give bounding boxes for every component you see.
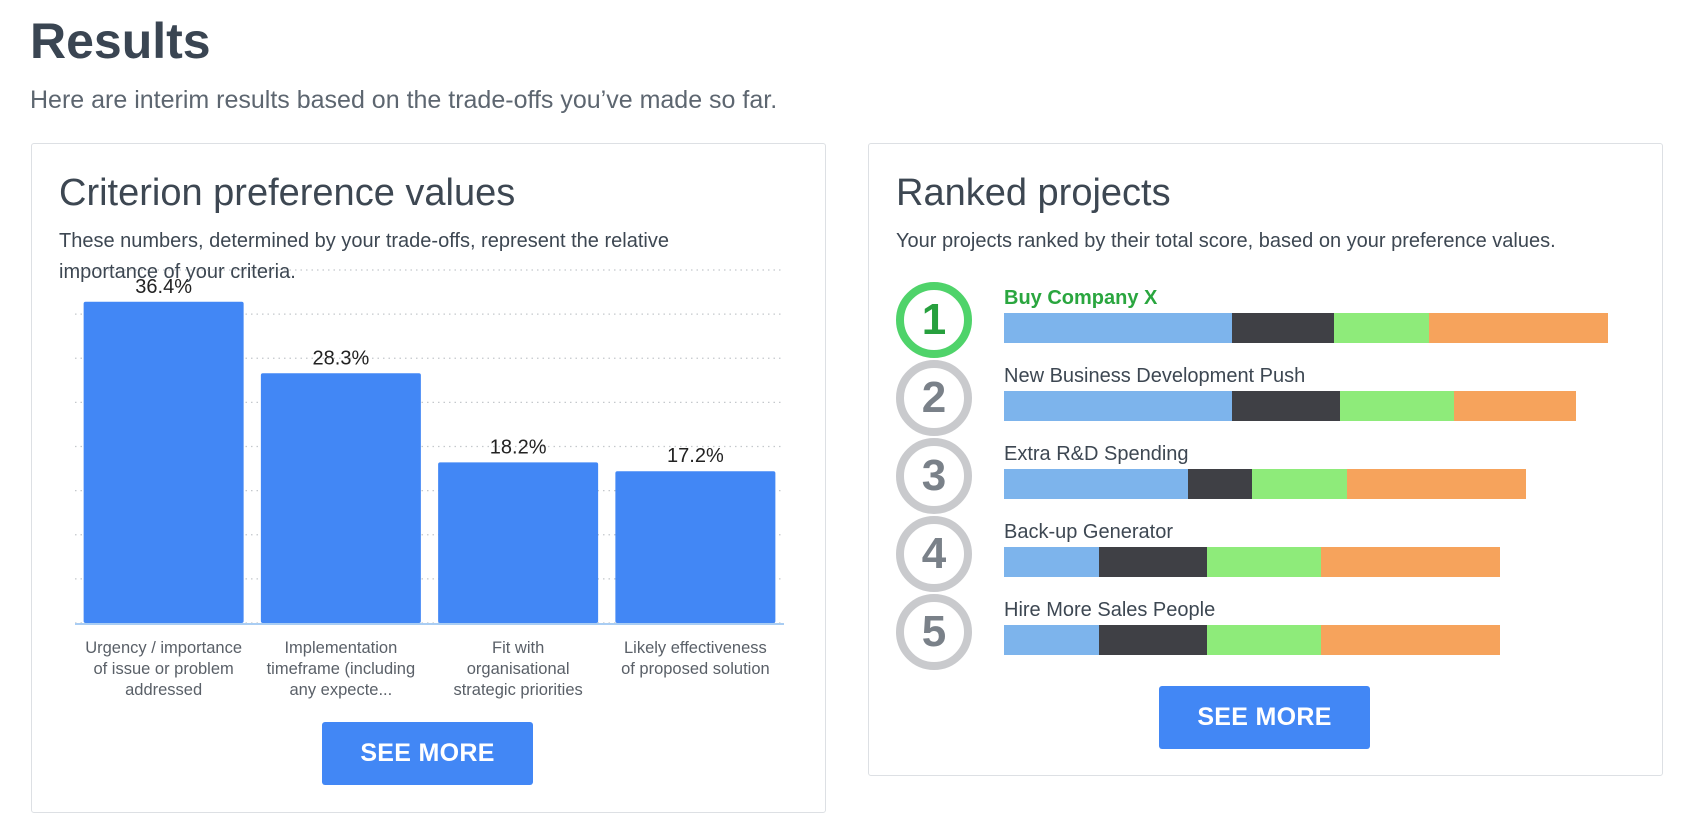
project-score-bar bbox=[1004, 313, 1608, 343]
rank-number: 2 bbox=[921, 373, 947, 422]
see-more-criteria-button[interactable]: SEE MORE bbox=[322, 722, 533, 785]
rank-badge: 4 bbox=[896, 516, 972, 592]
chart-category-label: addressed bbox=[125, 681, 202, 699]
score-segment bbox=[1340, 391, 1454, 421]
chart-bar[interactable] bbox=[83, 301, 244, 623]
score-segment bbox=[1334, 313, 1429, 343]
chart-category-label: organisational bbox=[467, 660, 570, 678]
criteria-card-description: These numbers, determined by your trade-… bbox=[59, 230, 669, 283]
see-more-projects-button[interactable]: SEE MORE bbox=[1159, 686, 1370, 749]
score-segment bbox=[1004, 391, 1232, 421]
project-score-bar bbox=[1004, 625, 1500, 655]
score-segment bbox=[1429, 313, 1608, 343]
project-row[interactable]: 1 Buy Company X bbox=[896, 282, 1636, 359]
rank-number: 5 bbox=[921, 607, 947, 656]
chart-category-label: of proposed solution bbox=[621, 660, 770, 678]
project-row[interactable]: 2 New Business Development Push bbox=[896, 360, 1636, 437]
projects-card-title: Ranked projects bbox=[896, 172, 1171, 214]
score-segment bbox=[1004, 547, 1099, 577]
criteria-bar-chart: 36.4% Urgency / importance of issue or pro… bbox=[75, 269, 784, 699]
chart-category-label: Likely effectiveness bbox=[624, 639, 767, 657]
project-score-bar bbox=[1004, 469, 1526, 499]
rank-badge: 3 bbox=[896, 438, 972, 514]
score-segment bbox=[1004, 313, 1232, 343]
chart-data-label: 18.2% bbox=[490, 436, 547, 458]
chart-data-label: 17.2% bbox=[667, 445, 724, 467]
chart-data-label: 28.3% bbox=[313, 347, 370, 369]
project-name: Buy Company X bbox=[1004, 287, 1158, 309]
chart-category-label: Fit with bbox=[492, 639, 544, 657]
project-row[interactable]: 3 Extra R&D Spending bbox=[896, 438, 1636, 515]
score-segment bbox=[1207, 625, 1321, 655]
ranked-projects-card: Ranked projects Your projects ranked by … bbox=[868, 143, 1663, 776]
criteria-card-title: Criterion preference values bbox=[59, 172, 516, 214]
project-name: Hire More Sales People bbox=[1004, 599, 1216, 621]
score-segment bbox=[1321, 625, 1500, 655]
score-segment bbox=[1099, 625, 1207, 655]
score-segment bbox=[1347, 469, 1526, 499]
chart-data-label: 36.4% bbox=[135, 276, 192, 298]
project-name: New Business Development Push bbox=[1004, 365, 1306, 387]
score-segment bbox=[1454, 391, 1576, 421]
rank-number: 4 bbox=[921, 529, 947, 578]
rank-badge: 2 bbox=[896, 360, 972, 436]
chart-bar[interactable] bbox=[260, 373, 421, 623]
rank-badge: 1 bbox=[896, 282, 972, 358]
project-score-bar bbox=[1004, 547, 1500, 577]
score-segment bbox=[1004, 469, 1188, 499]
page-title: Results bbox=[30, 13, 211, 69]
project-score-bar bbox=[1004, 391, 1576, 421]
chart-category-label: Urgency / importance bbox=[85, 639, 242, 657]
chart-bar[interactable] bbox=[438, 462, 599, 623]
chart-category-label: timeframe (including bbox=[267, 660, 416, 678]
score-segment bbox=[1188, 469, 1252, 499]
score-segment bbox=[1004, 625, 1099, 655]
score-segment bbox=[1232, 391, 1340, 421]
rank-badge: 5 bbox=[896, 594, 972, 670]
projects-card-description: Your projects ranked by their total scor… bbox=[896, 230, 1556, 252]
rank-number: 1 bbox=[921, 295, 947, 344]
criterion-preference-card: Criterion preference values These number… bbox=[31, 143, 826, 813]
project-row[interactable]: 4 Back-up Generator bbox=[896, 516, 1636, 593]
project-name: Back-up Generator bbox=[1004, 521, 1173, 543]
project-name: Extra R&D Spending bbox=[1004, 443, 1189, 465]
page-subtitle: Here are interim results based on the tr… bbox=[30, 86, 778, 114]
score-segment bbox=[1232, 313, 1334, 343]
score-segment bbox=[1207, 547, 1321, 577]
chart-category-label: any expecte... bbox=[290, 681, 393, 699]
score-segment bbox=[1252, 469, 1347, 499]
rank-number: 3 bbox=[921, 451, 947, 500]
chart-bar[interactable] bbox=[615, 471, 776, 623]
chart-category-label: strategic priorities bbox=[453, 681, 582, 699]
score-segment bbox=[1321, 547, 1500, 577]
chart-category-label: Implementation bbox=[284, 639, 397, 657]
project-row[interactable]: 5 Hire More Sales People bbox=[896, 594, 1636, 671]
chart-category-label: of issue or problem bbox=[93, 660, 233, 678]
score-segment bbox=[1099, 547, 1207, 577]
